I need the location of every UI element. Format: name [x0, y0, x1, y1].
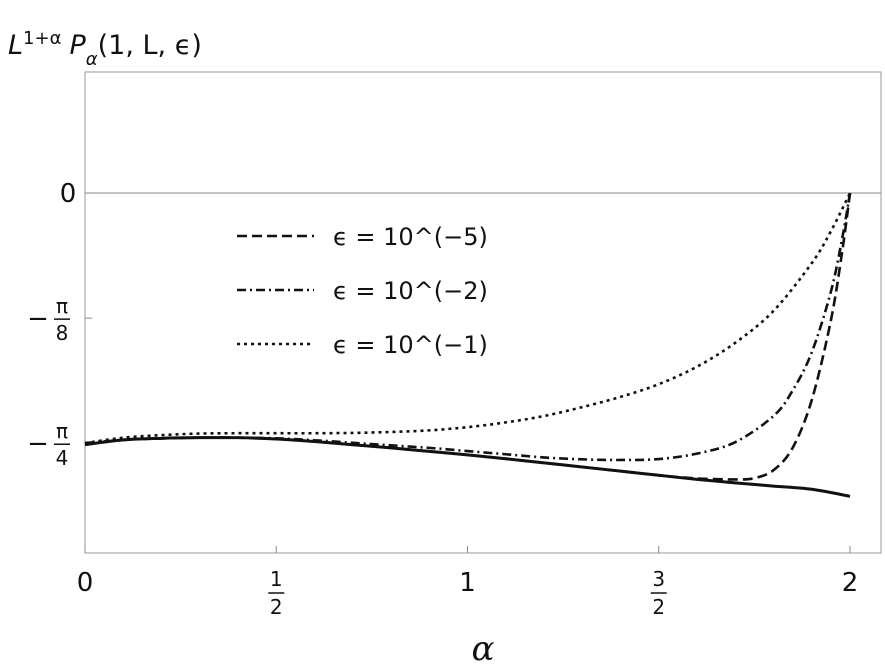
x-tick-numerator: 3	[652, 567, 665, 591]
legend-label: ϵ = 10^(−5)	[333, 223, 488, 251]
plot-frame	[84, 71, 882, 554]
legend-label: ϵ = 10^(−1)	[333, 331, 488, 359]
y-title-function: P	[69, 30, 86, 61]
y-tick-denominator: 4	[56, 446, 69, 470]
series-line-dash-dot	[84, 192, 852, 462]
x-tick-label: 2	[842, 568, 859, 598]
y-tick-sign: −	[27, 429, 49, 459]
y-title-base: L	[8, 30, 23, 61]
y-tick-numerator: π	[56, 294, 68, 318]
legend: ϵ = 10^(−5) ϵ = 10^(−2) ϵ = 10^(−1)	[237, 223, 488, 359]
y-tick-numerator: π	[56, 419, 68, 443]
y-title-superscript: 1+α	[23, 28, 61, 49]
y-title-subscript: α	[86, 49, 98, 70]
x-axis-title: α	[472, 629, 495, 667]
y-tick-sign: −	[27, 304, 49, 334]
series-line-solid	[84, 436, 851, 498]
series-line-dotted	[84, 192, 852, 445]
y-title-arguments: (1, L, ϵ)	[98, 30, 202, 61]
y-axis-title: L1+α Pα(1, L, ϵ)	[8, 28, 202, 70]
x-tick-numerator: 1	[270, 567, 283, 591]
series-group	[84, 192, 852, 498]
x-tick-denominator: 2	[270, 595, 283, 619]
x-tick-denominator: 2	[652, 595, 665, 619]
x-tick-label: 0	[77, 568, 94, 598]
y-tick-label: 0	[60, 179, 77, 209]
y-tick-denominator: 8	[56, 321, 69, 345]
x-tick-label: 1	[459, 568, 476, 598]
legend-label: ϵ = 10^(−2)	[333, 277, 488, 305]
